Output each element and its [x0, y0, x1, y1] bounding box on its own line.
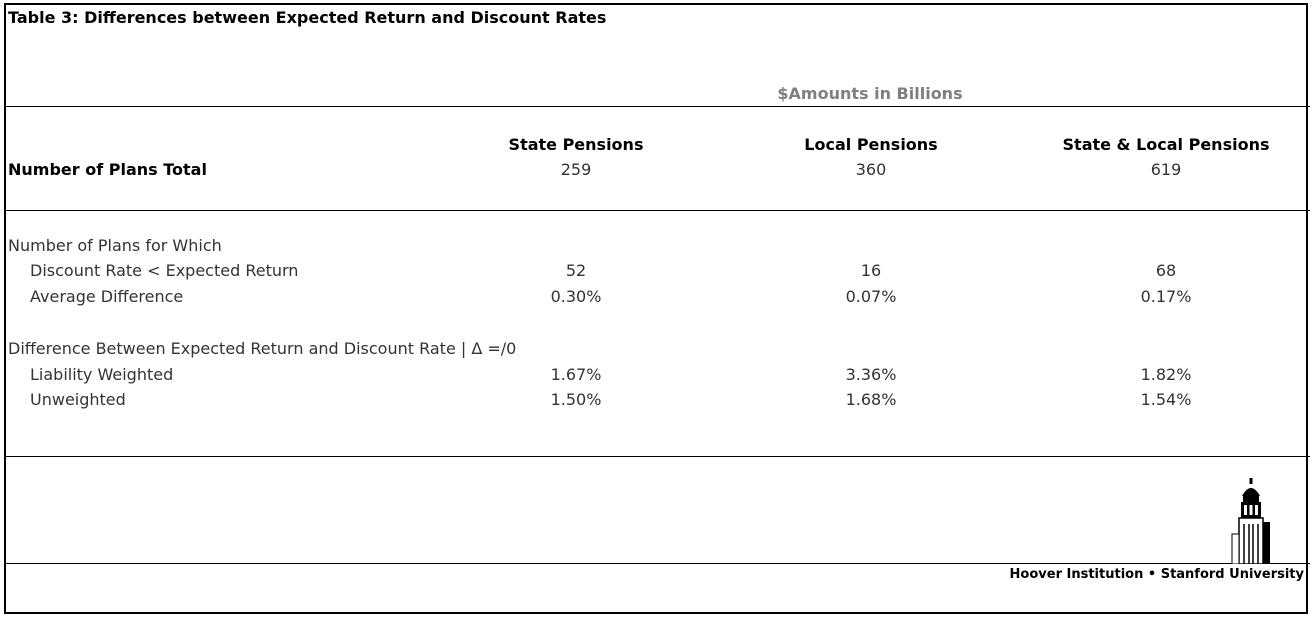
column-header-state: State Pensions	[508, 135, 644, 154]
table-frame	[4, 3, 1308, 614]
divider-footer	[6, 563, 1310, 564]
table-title: Table 3: Differences between Expected Re…	[8, 8, 607, 27]
column-header-local: Local Pensions	[804, 135, 938, 154]
column-header-state-local: State & Local Pensions	[1062, 135, 1270, 154]
row-label-discount-lt-expected: Discount Rate < Expected Return	[30, 261, 299, 280]
row-label-plans-total: Number of Plans Total	[8, 160, 207, 179]
cell-average-difference-combined: 0.17%	[1140, 287, 1192, 306]
cell-unweighted-state: 1.50%	[550, 390, 602, 409]
amounts-subtitle: $Amounts in Billions	[777, 84, 963, 103]
cell-unweighted-combined: 1.54%	[1140, 390, 1192, 409]
cell-discount-lt-expected-state: 52	[565, 261, 587, 280]
cell-plans-total-combined: 619	[1150, 160, 1182, 179]
hoover-tower-icon	[1231, 478, 1270, 564]
cell-plans-total-local: 360	[855, 160, 887, 179]
cell-average-difference-state: 0.30%	[550, 287, 602, 306]
footer-credit: Hoover Institution • Stanford University	[1009, 567, 1304, 582]
section-heading-difference: Difference Between Expected Return and D…	[8, 339, 517, 358]
divider-top	[6, 106, 1310, 107]
divider-header	[6, 210, 1310, 211]
row-label-average-difference: Average Difference	[30, 287, 184, 306]
divider-body	[6, 456, 1310, 457]
cell-unweighted-local: 1.68%	[845, 390, 897, 409]
cell-discount-lt-expected-local: 16	[860, 261, 882, 280]
cell-discount-lt-expected-combined: 68	[1155, 261, 1177, 280]
row-label-liability-weighted: Liability Weighted	[30, 365, 174, 384]
cell-liability-weighted-combined: 1.82%	[1140, 365, 1192, 384]
cell-liability-weighted-state: 1.67%	[550, 365, 602, 384]
cell-plans-total-state: 259	[560, 160, 592, 179]
row-label-unweighted: Unweighted	[30, 390, 126, 409]
section-heading-plans-for-which: Number of Plans for Which	[8, 236, 222, 255]
cell-liability-weighted-local: 3.36%	[845, 365, 897, 384]
cell-average-difference-local: 0.07%	[845, 287, 897, 306]
